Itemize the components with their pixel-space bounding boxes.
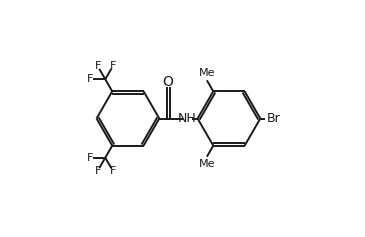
Text: O: O [162,75,173,89]
Text: Me: Me [199,159,215,169]
Text: Me: Me [199,68,215,78]
Text: F: F [110,166,116,176]
Text: F: F [95,61,101,71]
Text: NH: NH [178,112,197,125]
Text: F: F [95,166,101,176]
Text: F: F [87,74,93,84]
Text: F: F [110,61,116,71]
Text: F: F [87,153,93,163]
Text: Br: Br [266,112,280,125]
